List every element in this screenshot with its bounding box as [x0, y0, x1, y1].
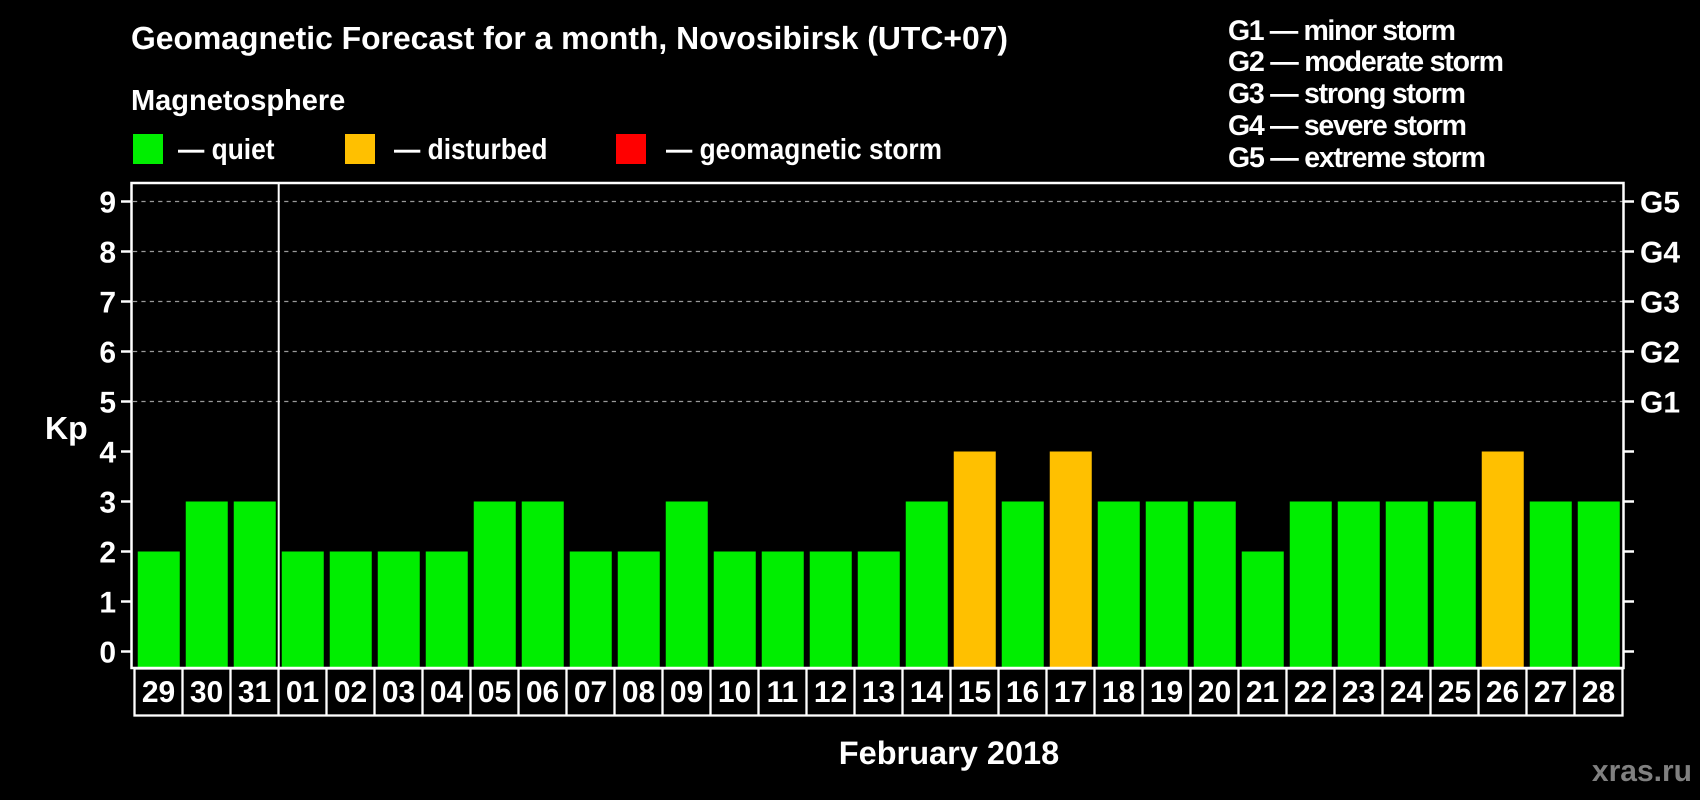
svg-text:25: 25	[1438, 676, 1471, 709]
svg-text:11: 11	[767, 676, 799, 709]
svg-text:15: 15	[958, 676, 991, 709]
svg-text:— geomagnetic storm: — geomagnetic storm	[666, 134, 942, 166]
svg-text:G4 — severe storm: G4 — severe storm	[1228, 110, 1467, 142]
svg-text:23: 23	[1342, 676, 1375, 709]
svg-text:February 2018: February 2018	[839, 735, 1059, 771]
svg-text:16: 16	[1006, 676, 1039, 709]
svg-text:G3: G3	[1640, 287, 1680, 320]
svg-text:— quiet: — quiet	[178, 134, 275, 166]
svg-text:09: 09	[670, 676, 703, 709]
svg-text:01: 01	[286, 676, 319, 709]
svg-text:G2 — moderate storm: G2 — moderate storm	[1228, 46, 1504, 78]
svg-text:08: 08	[622, 676, 655, 709]
svg-text:G1 — minor storm: G1 — minor storm	[1228, 15, 1456, 47]
svg-text:12: 12	[814, 676, 847, 709]
svg-text:27: 27	[1534, 676, 1567, 709]
svg-text:13: 13	[862, 676, 895, 709]
svg-text:06: 06	[526, 676, 559, 709]
svg-text:6: 6	[99, 337, 116, 370]
svg-text:1: 1	[99, 587, 116, 620]
svg-text:30: 30	[190, 676, 223, 709]
svg-text:2: 2	[99, 537, 116, 570]
svg-text:3: 3	[99, 487, 116, 520]
svg-text:10: 10	[718, 676, 751, 709]
svg-text:7: 7	[99, 287, 116, 320]
svg-text:05: 05	[478, 676, 511, 709]
svg-text:20: 20	[1198, 676, 1231, 709]
svg-text:02: 02	[334, 676, 367, 709]
svg-text:G1: G1	[1640, 387, 1680, 420]
svg-text:28: 28	[1582, 676, 1615, 709]
svg-text:5: 5	[99, 387, 116, 420]
svg-text:G2: G2	[1640, 337, 1680, 370]
svg-text:xras.ru: xras.ru	[1592, 755, 1692, 788]
svg-text:07: 07	[574, 676, 607, 709]
svg-text:29: 29	[142, 676, 175, 709]
svg-text:Kp: Kp	[45, 410, 88, 446]
svg-text:G3 — strong storm: G3 — strong storm	[1228, 78, 1466, 110]
svg-text:24: 24	[1390, 676, 1424, 709]
svg-text:— disturbed: — disturbed	[394, 134, 548, 166]
svg-text:9: 9	[99, 187, 116, 220]
svg-text:G4: G4	[1640, 237, 1680, 270]
svg-text:0: 0	[99, 637, 116, 670]
svg-text:Geomagnetic Forecast for a mon: Geomagnetic Forecast for a month, Novosi…	[131, 20, 1008, 56]
svg-text:18: 18	[1102, 676, 1135, 709]
svg-text:Magnetosphere: Magnetosphere	[131, 85, 345, 117]
svg-text:17: 17	[1054, 676, 1087, 709]
svg-text:4: 4	[99, 437, 116, 470]
svg-text:19: 19	[1150, 676, 1183, 709]
svg-text:03: 03	[382, 676, 415, 709]
svg-text:22: 22	[1294, 676, 1327, 709]
svg-text:8: 8	[99, 237, 116, 270]
svg-text:04: 04	[430, 676, 464, 709]
svg-text:G5: G5	[1640, 187, 1680, 220]
svg-text:G5 — extreme storm: G5 — extreme storm	[1228, 142, 1486, 174]
svg-text:21: 21	[1246, 676, 1279, 709]
svg-text:14: 14	[910, 676, 944, 709]
svg-text:31: 31	[238, 676, 271, 709]
svg-text:26: 26	[1486, 676, 1519, 709]
